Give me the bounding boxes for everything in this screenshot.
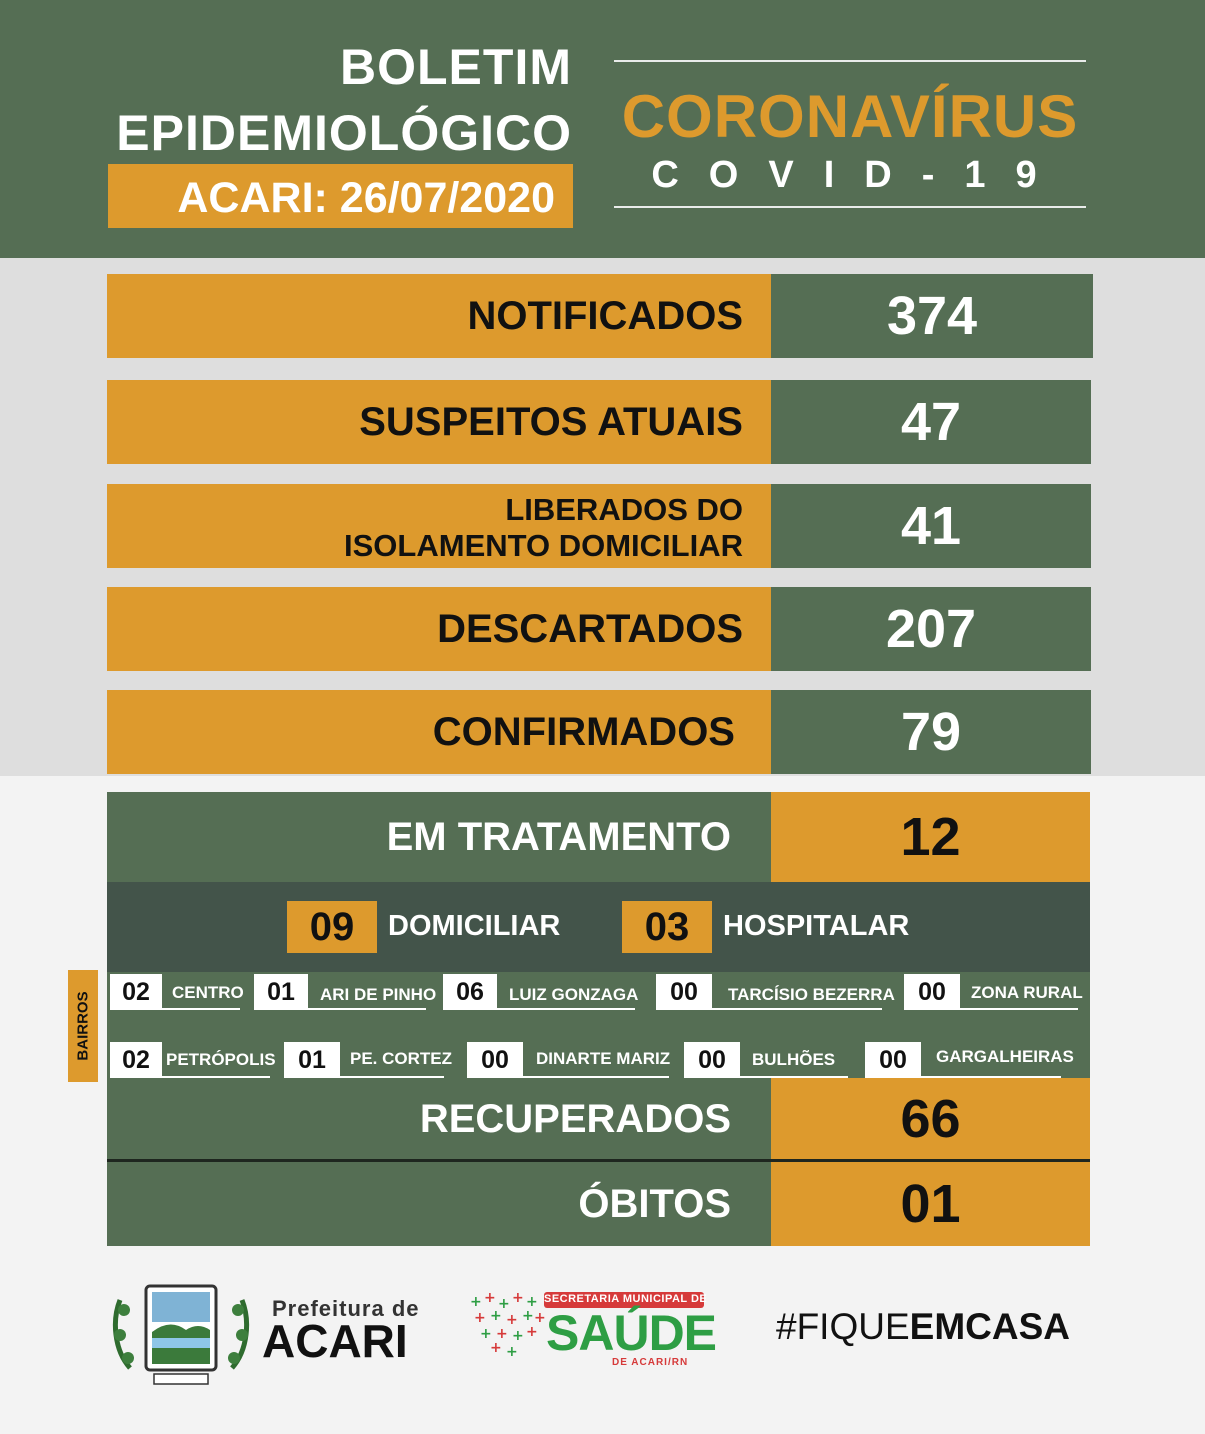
treatment-label: EM TRATAMENTO	[107, 792, 771, 882]
bairro-name: DINARTE MARIZ	[536, 1049, 671, 1068]
bairro-underline	[308, 1008, 426, 1010]
divider-bottom	[614, 206, 1086, 208]
svg-text:+: +	[512, 1290, 524, 1306]
bairro-count: 00	[865, 1042, 921, 1078]
hashtag-part1: #FIQUE	[776, 1306, 910, 1347]
heart-crosses-icon: + + + + + + + + + + + + + + + +	[466, 1290, 548, 1364]
saude-bottom-text: DE ACARI/RN	[612, 1357, 689, 1368]
stat-value-suspeitos: 47	[771, 380, 1091, 464]
svg-text:+: +	[480, 1326, 492, 1342]
stat-label-liberados-line1: LIBERADOS DO	[505, 492, 743, 527]
bairros-title: BAIRROS	[74, 991, 92, 1061]
bairro-count: 01	[284, 1042, 340, 1078]
title-line-1: BOLETIM	[340, 39, 572, 95]
bairro-name: BULHÕES	[752, 1050, 836, 1069]
saude-title: SAÚDE	[546, 1305, 717, 1361]
treatment-value: 12	[771, 792, 1090, 882]
stat-label-liberados-line2: ISOLAMENTO DOMICILIAR	[344, 528, 743, 563]
home-label: DOMICILIAR	[388, 910, 561, 942]
svg-text:+: +	[506, 1312, 518, 1328]
svg-text:+: +	[506, 1344, 518, 1360]
svg-text:+: +	[512, 1328, 524, 1344]
saude-top-banner	[544, 1292, 704, 1308]
bairro-count: 01	[254, 974, 308, 1010]
bairro-underline	[960, 1008, 1078, 1010]
stat-value-descartados: 207	[771, 587, 1091, 671]
outcome-value-obitos: 01	[771, 1162, 1090, 1246]
bairro-underline	[162, 1008, 240, 1010]
bairro-underline	[921, 1076, 1061, 1078]
svg-text:+: +	[534, 1310, 546, 1326]
bairro-name: ARI DE PINHO	[320, 985, 437, 1004]
bairro-name: TARCÍSIO BEZERRA	[728, 985, 895, 1004]
bairro-underline	[712, 1008, 882, 1010]
bairro-name: PE. CORTEZ	[350, 1049, 453, 1068]
stat-label-descartados: DESCARTADOS	[107, 587, 771, 671]
bairro-count: 00	[656, 974, 712, 1010]
brand-subtitle: COVID-19	[651, 154, 1067, 196]
bairro-underline	[497, 1008, 635, 1010]
svg-text:+: +	[474, 1310, 486, 1326]
outcome-label-obitos: ÓBITOS	[107, 1162, 771, 1246]
svg-text:+: +	[490, 1340, 502, 1356]
svg-text:+: +	[526, 1294, 538, 1310]
bairro-count: 00	[467, 1042, 523, 1078]
brand-title: CORONAVÍRUS	[621, 83, 1079, 150]
bairro-underline	[740, 1076, 848, 1078]
stat-value-notificados: 374	[771, 274, 1093, 358]
bairros-tag: BAIRROS	[68, 970, 98, 1082]
stat-label-notificados: NOTIFICADOS	[107, 274, 771, 358]
stat-value-liberados: 41	[771, 484, 1091, 568]
bairro-name: ZONA RURAL	[971, 983, 1083, 1002]
divider-top	[614, 60, 1086, 62]
bairro-count: 00	[684, 1042, 740, 1078]
title-line-2: EPIDEMIOLÓGICO	[116, 105, 572, 161]
svg-text:+: +	[490, 1308, 502, 1324]
stat-label-confirmados: CONFIRMADOS	[107, 690, 771, 774]
bairro-name: CENTRO	[172, 983, 244, 1002]
bairro-count: 02	[110, 974, 162, 1010]
outcome-label-recuperados: RECUPERADOS	[107, 1078, 771, 1160]
outcome-divider	[107, 1159, 1090, 1162]
saude-top-text: SECRETARIA MUNICIPAL DE	[544, 1293, 708, 1305]
bairro-underline	[523, 1076, 669, 1078]
header: BOLETIM EPIDEMIOLÓGICO ACARI: 26/07/2020…	[0, 0, 1205, 258]
hashtag: #FIQUEEMCASA	[776, 1306, 1070, 1348]
hospital-count: 03	[622, 901, 712, 953]
prefeitura-line1: Prefeitura de	[272, 1296, 420, 1321]
svg-text:+: +	[526, 1324, 538, 1340]
acari-coat-of-arms-icon	[110, 1280, 252, 1390]
svg-text:+: +	[522, 1308, 534, 1324]
stat-label-liberados: LIBERADOS DO ISOLAMENTO DOMICILIAR	[107, 484, 771, 568]
stat-value-confirmados: 79	[771, 690, 1091, 774]
hospital-label: HOSPITALAR	[723, 910, 910, 942]
svg-text:+: +	[470, 1294, 482, 1310]
stat-label-suspeitos: SUSPEITOS ATUAIS	[107, 380, 771, 464]
bairro-name: PETRÓPOLIS	[166, 1050, 276, 1069]
bairro-name: GARGALHEIRAS	[936, 1047, 1074, 1066]
svg-text:+: +	[496, 1326, 508, 1342]
bairro-underline	[340, 1076, 444, 1078]
svg-text:+: +	[484, 1290, 496, 1306]
bairro-count: 06	[443, 974, 497, 1010]
outcome-value-recuperados: 66	[771, 1078, 1090, 1160]
bairro-underline	[162, 1076, 270, 1078]
treatment-breakdown	[107, 882, 1090, 972]
home-count: 09	[287, 901, 377, 953]
bairro-name: LUIZ GONZAGA	[509, 985, 639, 1004]
hashtag-part2: EMCASA	[909, 1306, 1070, 1347]
date-text: ACARI: 26/07/2020	[177, 174, 555, 222]
bairro-count: 02	[110, 1042, 162, 1078]
svg-text:+: +	[498, 1296, 510, 1312]
prefeitura-line2: ACARI	[262, 1315, 408, 1367]
bairro-count: 00	[904, 974, 960, 1010]
date-banner: ACARI: 26/07/2020	[108, 164, 573, 228]
